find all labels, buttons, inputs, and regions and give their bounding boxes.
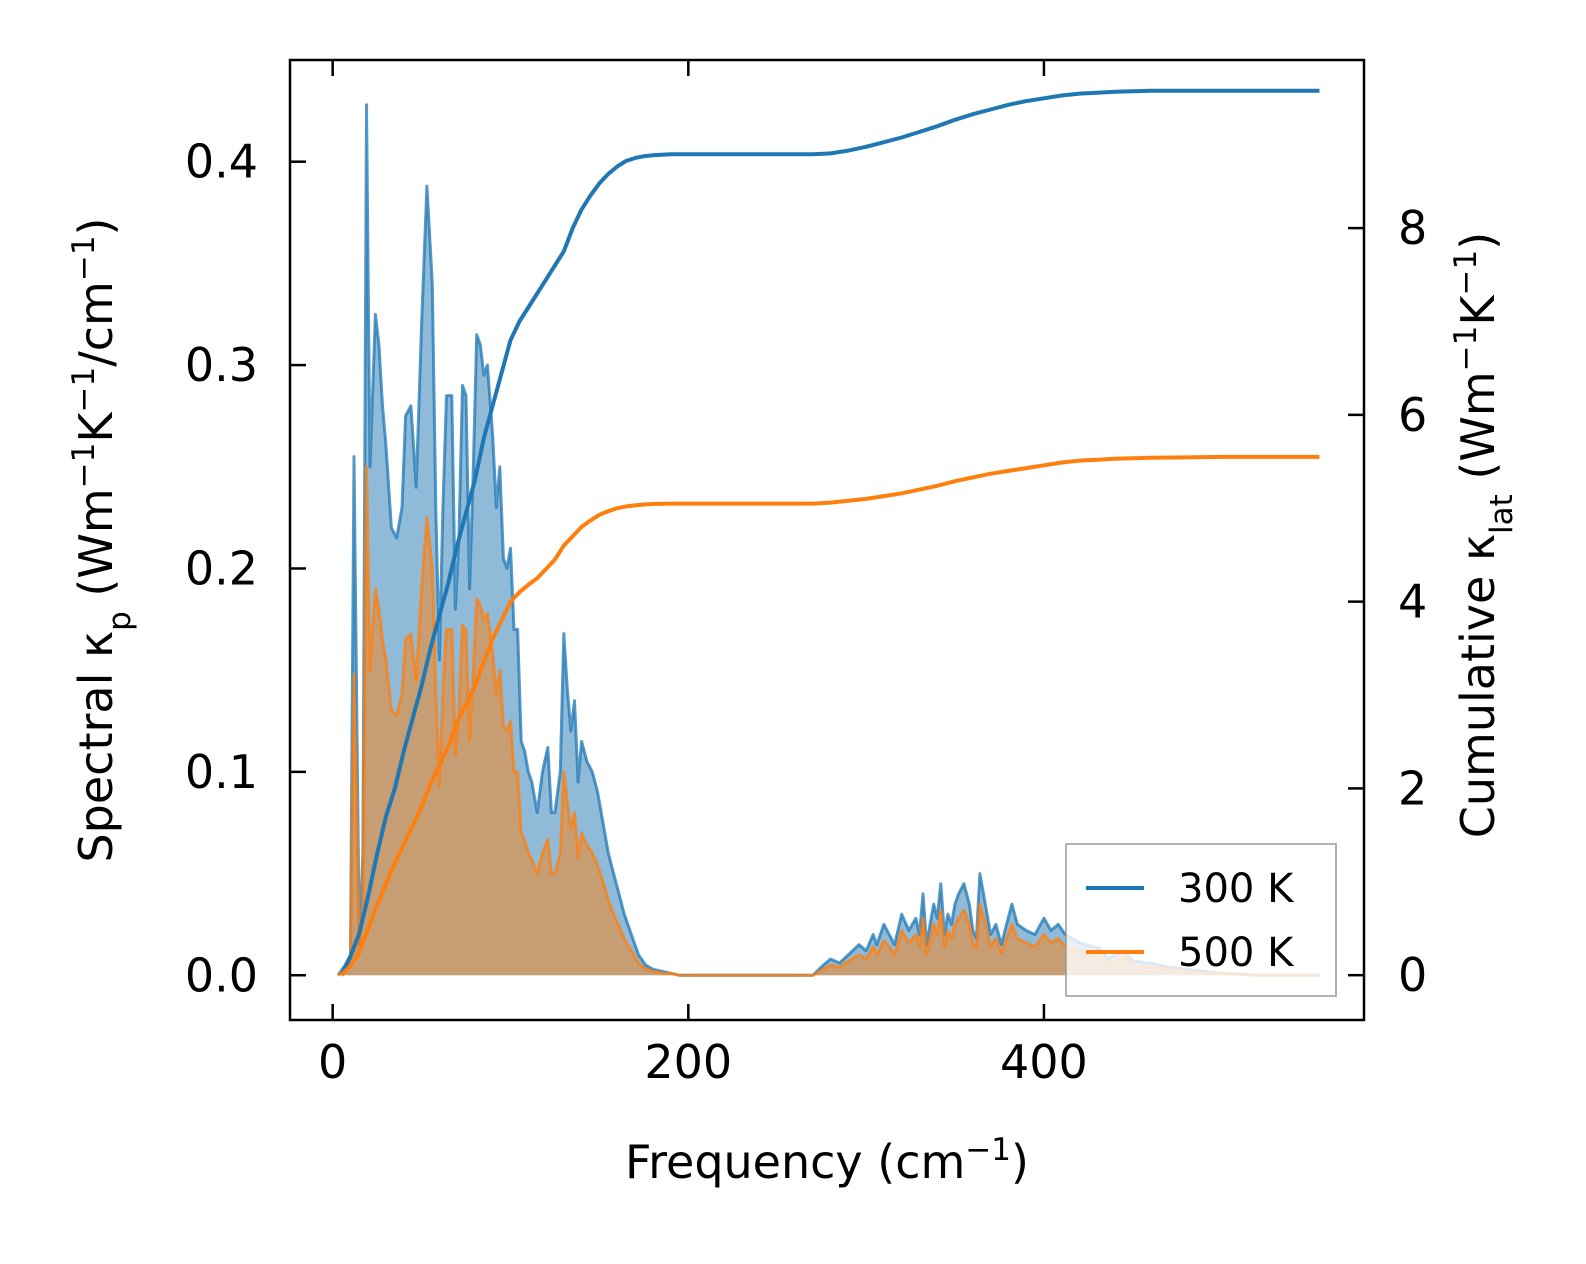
y-right-tick-label: 0 — [1398, 948, 1427, 1002]
cumulative-line-300k — [339, 88, 1320, 977]
legend-label: 300 K — [1178, 866, 1295, 912]
y-left-axis-label-part: ) — [69, 217, 123, 235]
y-left-axis-label: Spectral κp (Wm−1K−1/cm−1) — [66, 217, 138, 862]
y-left-tick-label: 0.2 — [185, 541, 258, 595]
legend-box — [1065, 843, 1337, 997]
x-axis-label-part: −1 — [965, 1132, 1011, 1168]
spectral-fills — [336, 103, 1320, 977]
plot-frame — [288, 58, 1366, 1022]
y-right-tick-label: 8 — [1398, 201, 1427, 255]
y-left-tick-label: 0.3 — [185, 338, 258, 392]
y-left-axis-label-part: −1 — [66, 235, 102, 281]
y-left-axis-label-part: /cm — [69, 281, 123, 367]
y-left-axis-label-part: K — [69, 411, 123, 443]
y-right-tick-label: 4 — [1398, 575, 1427, 629]
x-axis-label-part: ) — [1011, 1135, 1029, 1189]
cumulative-line-500k — [340, 454, 1320, 977]
axis-ticks: 0 200 400 0.0 0.1 0.2 0.3 0.4 0 2 4 6 8 — [185, 60, 1427, 1089]
y-left-tick-label: 0.1 — [185, 745, 258, 799]
y-left-axis-label-part: −1 — [66, 367, 102, 413]
legend: 300 K 500 K — [1065, 843, 1337, 997]
y-right-tick-label: 2 — [1398, 761, 1427, 815]
y-left-axis-label-part: p — [102, 611, 138, 631]
y-right-axis-label-part: K — [1451, 294, 1505, 326]
y-right-axis-label: Cumulative κlat (Wm−1K−1) — [1448, 232, 1520, 838]
y-right-tick-label: 6 — [1398, 388, 1427, 442]
legend-label: 500 K — [1178, 930, 1295, 976]
x-axis-label: Frequency (cm−1) — [625, 1132, 1029, 1189]
y-left-tick-label: 0.0 — [185, 948, 258, 1002]
y-left-axis-label-part: (Wm — [69, 488, 123, 611]
y-right-axis-label-part: lat — [1484, 494, 1520, 534]
y-right-axis-label-part: (Wm — [1451, 371, 1505, 494]
spectral-line-300k — [336, 103, 1320, 977]
y-left-axis-label-part: −1 — [66, 443, 102, 489]
spectral-line-500k — [337, 465, 1320, 977]
x-tick-label: 200 — [644, 1035, 732, 1089]
axis-labels: Frequency (cm−1)Spectral κp (Wm−1K−1/cm−… — [66, 217, 1520, 1189]
spectral-fill-300k — [338, 104, 1320, 976]
spectral-fill-500k — [338, 466, 1320, 976]
x-tick-label: 0 — [318, 1035, 347, 1089]
y-left-tick-label: 0.4 — [185, 135, 258, 189]
y-right-axis-label-part: Cumulative κ — [1451, 534, 1505, 838]
y-right-axis-label-part: −1 — [1448, 326, 1484, 372]
x-axis-label-part: Frequency (cm — [625, 1135, 965, 1189]
cumulative-lines — [339, 88, 1320, 977]
y-left-axis-label-part: Spectral κ — [69, 631, 123, 863]
y-right-axis-label-part: −1 — [1448, 250, 1484, 296]
y-right-axis-label-part: ) — [1451, 232, 1505, 250]
x-tick-label: 400 — [1000, 1035, 1088, 1089]
